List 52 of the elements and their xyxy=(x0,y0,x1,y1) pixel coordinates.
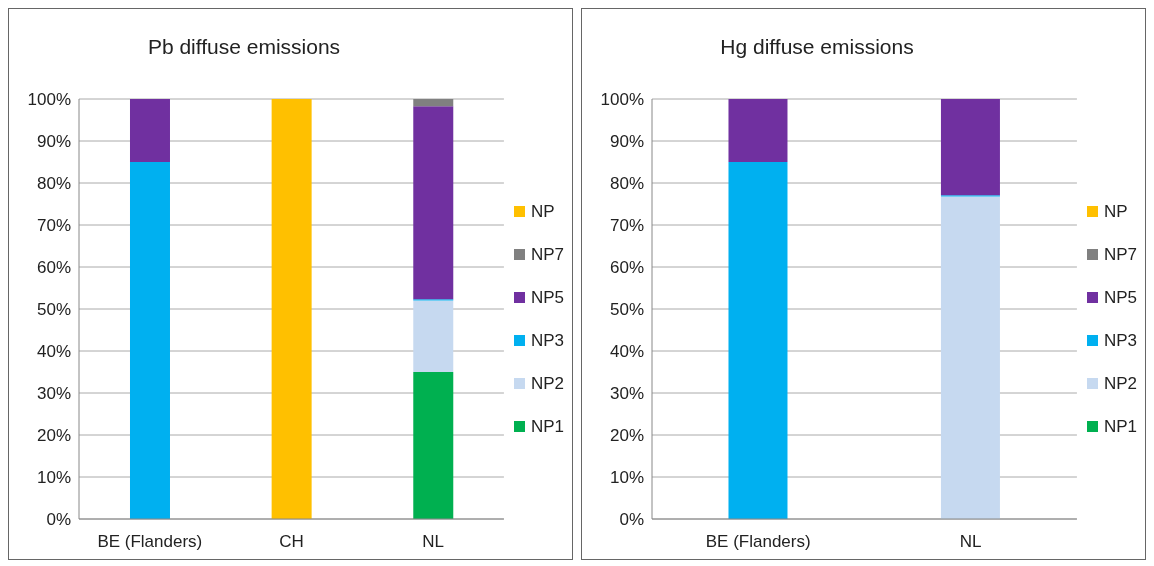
y-tick-label: 70% xyxy=(609,216,644,236)
legend-label: NP3 xyxy=(1103,330,1137,351)
y-tick-label: 0% xyxy=(619,510,644,530)
bar xyxy=(940,99,1000,196)
legend-label: NP5 xyxy=(530,287,564,308)
y-tick-label: 70% xyxy=(36,216,71,236)
y-tick-label: 40% xyxy=(36,342,71,362)
y-tick-label: 50% xyxy=(36,300,71,320)
y-tick-label: 20% xyxy=(609,426,644,446)
legend-label: NP1 xyxy=(530,416,564,437)
bar xyxy=(129,99,170,162)
y-tick-label: 90% xyxy=(609,132,644,152)
x-tick-label: BE (Flanders) xyxy=(97,532,203,552)
bar xyxy=(413,372,454,519)
legend-label: NP2 xyxy=(530,373,564,394)
legend-label: NP2 xyxy=(1103,373,1137,394)
x-tick-label: BE (Flanders) xyxy=(705,532,811,552)
bar xyxy=(413,99,454,107)
legend-label: NP3 xyxy=(530,330,564,351)
legend-label: NP xyxy=(1103,201,1128,222)
x-tick-label: CH xyxy=(279,532,304,552)
x-tick-label: NL xyxy=(422,532,444,552)
y-tick-label: 0% xyxy=(46,510,71,530)
legend-label: NP1 xyxy=(1103,416,1137,437)
y-tick-label: 30% xyxy=(609,384,644,404)
y-tick-label: 80% xyxy=(609,174,644,194)
x-tick-label: NL xyxy=(959,532,982,552)
bar xyxy=(129,162,170,519)
legend-label: NP xyxy=(530,201,555,222)
legend-label: NP7 xyxy=(530,244,564,265)
y-tick-label: 100% xyxy=(600,90,644,110)
bar xyxy=(413,300,454,372)
legend-label: NP5 xyxy=(1103,287,1137,308)
bar xyxy=(728,162,788,519)
bar xyxy=(728,99,788,162)
bar xyxy=(413,106,454,300)
chart-title: Hg diffuse emissions xyxy=(719,35,915,59)
y-tick-label: 40% xyxy=(609,342,644,362)
y-tick-label: 90% xyxy=(36,132,71,152)
legend-label: NP7 xyxy=(1103,244,1137,265)
y-tick-label: 10% xyxy=(36,468,71,488)
y-tick-label: 80% xyxy=(36,174,71,194)
y-tick-label: 20% xyxy=(36,426,71,446)
y-tick-label: 60% xyxy=(609,258,644,278)
y-tick-label: 30% xyxy=(36,384,71,404)
y-tick-label: 100% xyxy=(27,90,71,110)
bar xyxy=(940,196,1000,519)
y-tick-label: 10% xyxy=(609,468,644,488)
y-tick-label: 50% xyxy=(609,300,644,320)
chart-title: Pb diffuse emissions xyxy=(146,35,342,59)
y-tick-label: 60% xyxy=(36,258,71,278)
bar xyxy=(271,99,312,519)
